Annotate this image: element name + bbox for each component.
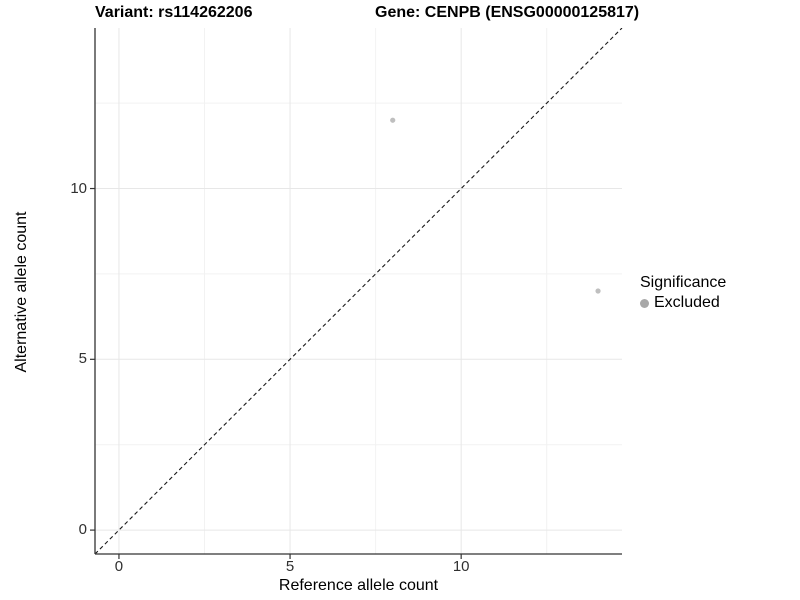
x-axis-title: Reference allele count	[278, 577, 439, 594]
variant-title: Variant: rs114262206	[95, 4, 253, 21]
y-tick-label: 10	[70, 179, 87, 197]
identity-line	[94, 28, 623, 555]
gene-title: Gene: CENPB (ENSG00000125817)	[375, 4, 640, 21]
legend-item-excluded: Excluded	[640, 294, 726, 312]
legend-item-label: Excluded	[654, 294, 720, 311]
y-tick-label: 0	[78, 521, 87, 539]
y-axis-title: Alternative allele count	[13, 211, 30, 373]
x-tick-label: 5	[285, 558, 295, 575]
data-point	[595, 288, 601, 294]
legend: Significance Excluded	[640, 274, 726, 312]
x-tick-label: 0	[114, 558, 124, 575]
plot-panel	[90, 28, 623, 559]
y-tick-label: 5	[78, 350, 87, 368]
legend-point-icon	[640, 298, 649, 308]
x-tick-label: 10	[452, 558, 470, 575]
data-point	[390, 117, 396, 123]
legend-title: Significance	[640, 274, 727, 291]
